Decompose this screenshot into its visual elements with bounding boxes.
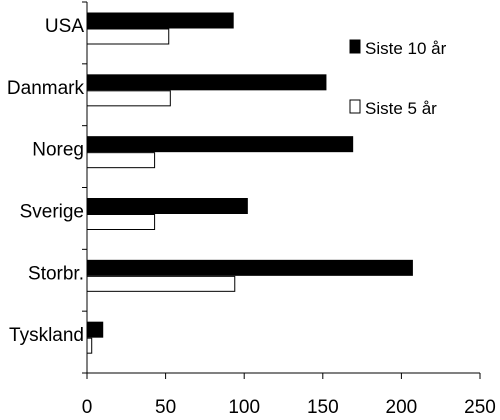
bar-siste-5-ar-sverige — [86, 214, 156, 230]
bar-siste-10-ar-noreg — [86, 136, 354, 153]
x-tick-label: 200 — [386, 397, 418, 418]
category-label: USA — [45, 16, 84, 37]
bar-siste-10-ar-danmark — [86, 74, 327, 91]
bar-siste-5-ar-tyskland — [86, 337, 93, 354]
bar-siste-10-ar-usa — [86, 12, 234, 29]
bar-siste-10-ar-tyskland — [86, 321, 104, 338]
bar-siste-5-ar-noreg — [86, 152, 156, 169]
x-tick-label: 100 — [228, 397, 260, 418]
category-labels: USA Danmark Noreg Sverige Storbr. Tyskland — [7, 16, 85, 346]
x-tick-label: 250 — [464, 397, 496, 418]
chart-legend: Siste 10 år Siste 5 år — [349, 39, 447, 118]
chart-bars — [86, 12, 413, 354]
legend-label: Siste 5 år — [365, 99, 437, 118]
category-label: Tyskland — [9, 325, 84, 346]
bar-siste-5-ar-danmark — [86, 90, 171, 107]
legend-swatch — [349, 99, 361, 114]
x-axis-ticks: 0 50 100 150 200 250 — [82, 373, 496, 418]
x-tick-label: 0 — [82, 397, 93, 418]
category-label: Danmark — [7, 78, 85, 99]
category-label: Noreg — [32, 140, 84, 161]
bar-siste-10-ar-storbr — [86, 259, 413, 276]
category-label: Sverige — [20, 202, 84, 223]
bar-siste-5-ar-storbr — [86, 275, 236, 292]
chart-axes — [82, 1, 480, 374]
bar-siste-10-ar-sverige — [86, 198, 248, 214]
legend-label: Siste 10 år — [365, 39, 447, 58]
category-label: Storbr. — [28, 263, 84, 284]
x-tick-label: 150 — [307, 397, 339, 418]
x-tick-label: 50 — [155, 397, 176, 418]
legend-swatch — [349, 39, 361, 54]
bar-siste-5-ar-usa — [86, 28, 170, 45]
